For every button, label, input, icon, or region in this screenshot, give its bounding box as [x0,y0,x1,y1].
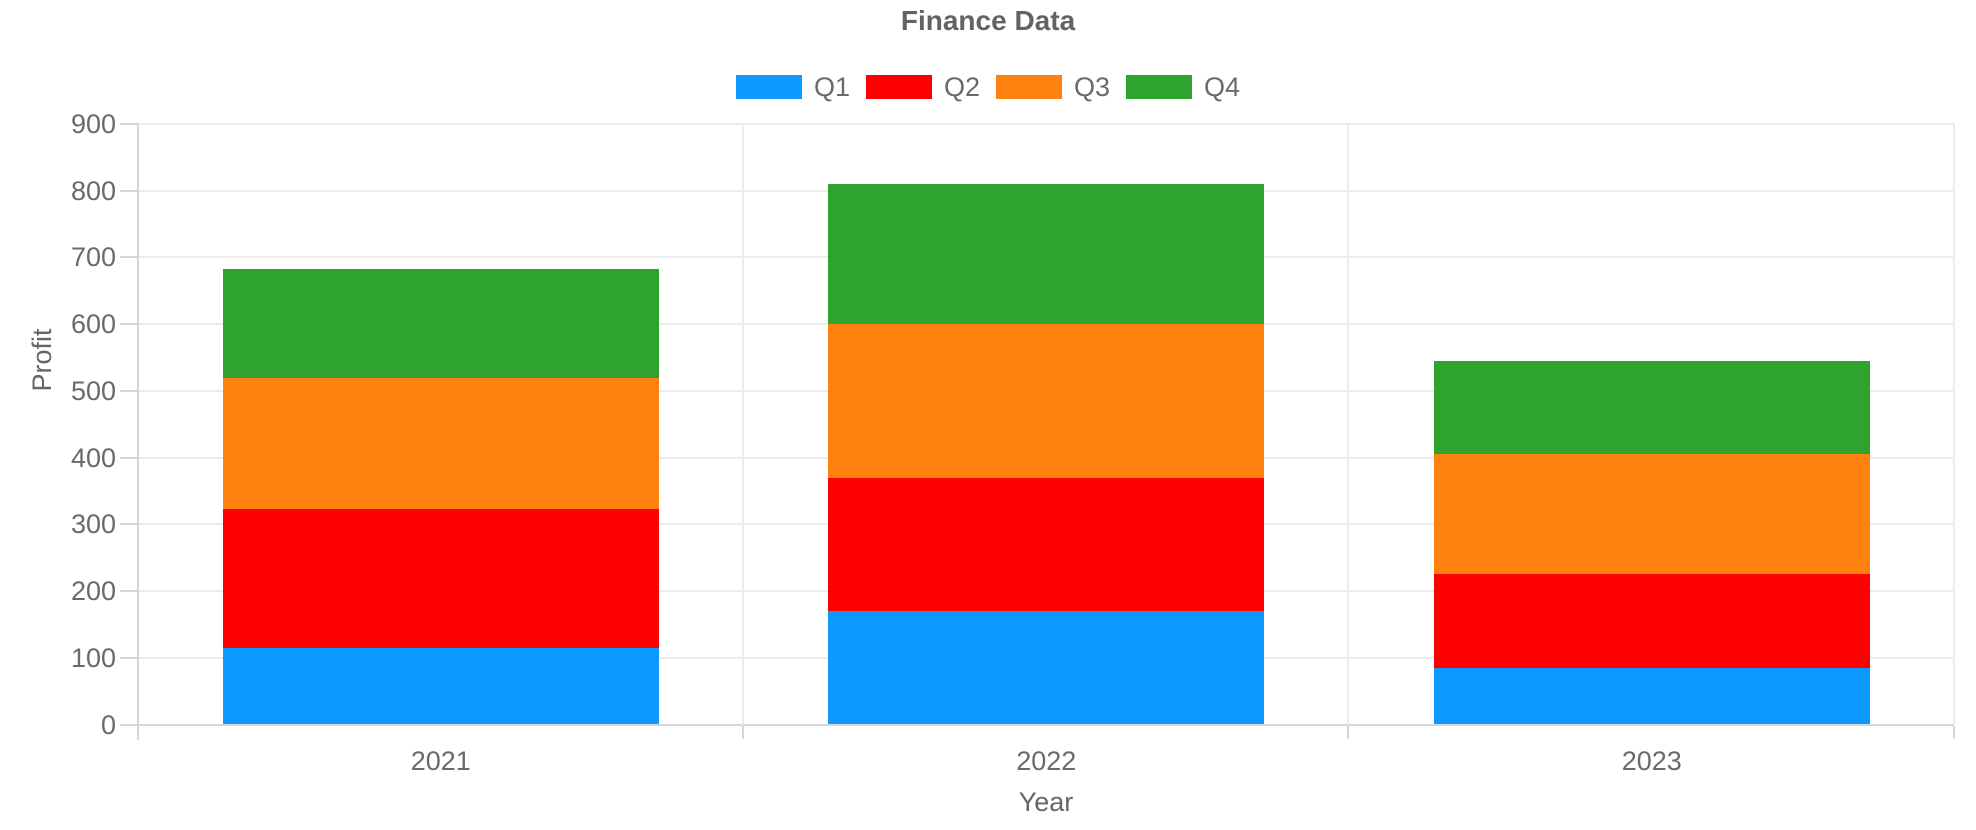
x-tick-mark-3 [1952,725,1955,739]
legend-item-q1[interactable]: Q1 [735,72,850,102]
x-tick-label-2021: 2021 [410,746,471,776]
bar-segment-2022-q4[interactable] [828,184,1265,325]
legend-item-label: Q3 [1074,72,1111,102]
gridline-y-0 [138,723,1954,726]
legend-swatch-icon-q3 [996,75,1062,99]
y-tick-label-400: 400 [70,442,116,473]
y-tick-mark-400 [120,456,138,459]
y-tick-mark-300 [120,523,138,526]
bar-segment-2023-q1[interactable] [1433,667,1870,725]
gridline-y-900 [138,123,1954,125]
y-tick-label-200: 200 [70,576,116,607]
bar-segment-2023-q4[interactable] [1433,360,1870,455]
legend: Q1 Q2 Q3 Q4 [0,73,1976,101]
legend-swatch-icon-q4 [1126,75,1193,99]
bar-segment-2021-q1[interactable] [222,647,659,725]
y-tick-label-500: 500 [70,375,116,406]
y-tick-label-0: 0 [100,709,116,740]
bar-segment-2021-q2[interactable] [222,508,659,648]
y-tick-label-100: 100 [70,642,116,673]
x-tick-label-2022: 2022 [1016,746,1077,776]
plot-right-border [1952,124,1955,725]
chart-title: Finance Data [900,5,1076,36]
y-tick-mark-500 [120,389,138,392]
legend-item-q4[interactable]: Q4 [1126,73,1240,101]
legend-item-q2[interactable]: Q2 [865,72,980,102]
y-tick-mark-900 [120,123,138,125]
y-tick-label-600: 600 [70,309,116,340]
y-tick-label-900: 900 [70,109,116,139]
y-tick-mark-0 [120,723,138,726]
bar-segment-2021-q3[interactable] [222,377,659,509]
x-axis-title: Year [1018,787,1074,817]
y-tick-label-700: 700 [70,242,116,273]
legend-item-label: Q2 [943,72,980,102]
gridline-x-boundary-1 [741,124,744,725]
bar-segment-2022-q2[interactable] [828,477,1265,612]
legend-swatch-icon-q2 [865,75,932,99]
y-tick-mark-600 [120,323,138,326]
legend-item-label: Q1 [813,72,850,102]
bar-segment-2022-q3[interactable] [828,324,1265,478]
y-tick-mark-100 [120,656,138,659]
legend-swatch-icon-q1 [735,75,802,99]
x-tick-mark-1 [741,725,744,739]
legend-item-q3[interactable]: Q3 [996,73,1110,101]
gridline-x-boundary-2 [1347,124,1349,725]
bar-segment-2023-q2[interactable] [1433,574,1870,668]
x-tick-mark-2 [1347,725,1349,739]
bar-segment-2023-q3[interactable] [1433,454,1870,575]
bar-segment-2022-q1[interactable] [828,611,1265,725]
y-axis-line [137,124,139,740]
y-tick-mark-800 [120,189,138,192]
y-tick-label-800: 800 [70,175,116,206]
y-tick-mark-200 [120,590,138,593]
x-tick-label-2023: 2023 [1621,746,1682,776]
y-tick-mark-700 [120,256,138,259]
y-axis-title: Profit [27,328,57,392]
bar-segment-2021-q4[interactable] [222,268,659,378]
y-tick-label-300: 300 [70,509,116,540]
legend-item-label: Q4 [1204,72,1241,102]
